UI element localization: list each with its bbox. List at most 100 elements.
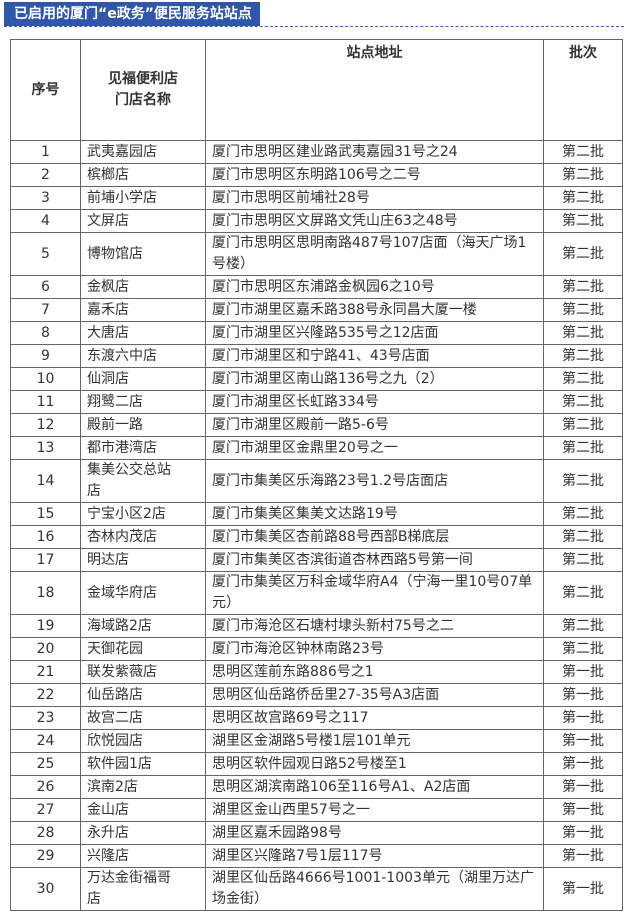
store-name: 博物馆店 <box>80 232 206 276</box>
row-number: 23 <box>10 706 81 730</box>
address: 厦门市湖里区长虹路334号 <box>205 390 544 414</box>
table-row: 28 永升店 湖里区嘉禾园路98号 第一批 <box>10 821 623 845</box>
table-row: 15 宁宝小区2店 厦门市集美区集美文达路19号 第二批 <box>10 502 623 526</box>
batch: 第二批 <box>543 502 623 526</box>
address: 思明区仙岳路侨岳里27-35号A3店面 <box>205 683 544 707</box>
address: 厦门市集美区集美文达路19号 <box>205 502 544 526</box>
address: 厦门市海沧区钟林南路23号 <box>205 637 544 661</box>
store-name: 海域路2店 <box>80 614 206 638</box>
address: 厦门市思明区前埔社28号 <box>205 186 544 210</box>
address: 厦门市集美区万科金域华府A4（宁海一里10号07单元） <box>205 571 544 615</box>
row-number: 2 <box>10 163 81 187</box>
table-row: 10 仙洞店 厦门市湖里区南山路136号之九（2） 第二批 <box>10 367 623 391</box>
address: 思明区湖滨南路106至116号A1、A2店面 <box>205 775 544 799</box>
address: 厦门市思明区文屏路文凭山庄63之48号 <box>205 209 544 233</box>
batch: 第二批 <box>543 436 623 460</box>
batch: 第二批 <box>543 548 623 572</box>
table-row: 25 软件园1店 思明区软件园观日路52号楼至1 第一批 <box>10 752 623 776</box>
address: 厦门市思明区东明路106号之二号 <box>205 163 544 187</box>
row-number: 24 <box>10 729 81 753</box>
row-number: 17 <box>10 548 81 572</box>
store-name: 联发紫薇店 <box>80 660 206 684</box>
batch: 第二批 <box>543 367 623 391</box>
store-name: 天御花园 <box>80 637 206 661</box>
store-name: 东渡六中店 <box>80 344 206 368</box>
table-row: 24 欣悦园店 湖里区金湖路5号楼1层101单元 第一批 <box>10 729 623 753</box>
batch: 第二批 <box>543 298 623 322</box>
row-number: 11 <box>10 390 81 414</box>
batch: 第二批 <box>543 637 623 661</box>
table-row: 27 金山店 湖里区金山西里57号之一 第一批 <box>10 798 623 822</box>
table-row: 9 东渡六中店 厦门市湖里区和宁路41、43号店面 第二批 <box>10 344 623 368</box>
batch: 第二批 <box>543 186 623 210</box>
row-number: 19 <box>10 614 81 638</box>
address: 厦门市湖里区兴隆路535号之12店面 <box>205 321 544 345</box>
store-name: 金域华府店 <box>80 571 206 615</box>
batch: 第二批 <box>543 459 623 503</box>
table-row: 21 联发紫薇店 思明区莲前东路886号之1 第一批 <box>10 660 623 684</box>
batch: 第一批 <box>543 867 623 911</box>
row-number: 28 <box>10 821 81 845</box>
batch: 第一批 <box>543 683 623 707</box>
address: 思明区莲前东路886号之1 <box>205 660 544 684</box>
store-name: 翔鹭二店 <box>80 390 206 414</box>
batch: 第一批 <box>543 660 623 684</box>
batch: 第一批 <box>543 844 623 868</box>
batch: 第二批 <box>543 321 623 345</box>
batch: 第二批 <box>543 344 623 368</box>
header-bar: 已启用的厦门“e政务”便民服务站站点 <box>4 2 624 27</box>
batch: 第二批 <box>543 140 623 164</box>
column-header: 序号 <box>10 39 81 141</box>
row-number: 14 <box>10 459 81 503</box>
column-header: 批次 <box>543 39 623 141</box>
batch: 第一批 <box>543 798 623 822</box>
batch: 第二批 <box>543 525 623 549</box>
row-number: 6 <box>10 275 81 299</box>
store-name: 永升店 <box>80 821 206 845</box>
store-name: 槟榔店 <box>80 163 206 187</box>
table-row: 1 武夷嘉园店 厦门市思明区建业路武夷嘉园31号之24 第二批 <box>10 140 623 164</box>
store-name: 集美公交总站店 <box>80 459 206 503</box>
batch: 第二批 <box>543 163 623 187</box>
row-number: 26 <box>10 775 81 799</box>
batch: 第一批 <box>543 821 623 845</box>
row-number: 18 <box>10 571 81 615</box>
address: 厦门市思明区建业路武夷嘉园31号之24 <box>205 140 544 164</box>
row-number: 20 <box>10 637 81 661</box>
store-name: 兴隆店 <box>80 844 206 868</box>
table-row: 3 前埔小学店 厦门市思明区前埔社28号 第二批 <box>10 186 623 210</box>
batch: 第一批 <box>543 752 623 776</box>
row-number: 25 <box>10 752 81 776</box>
table-row: 12 殿前一路 厦门市湖里区殿前一路5-6号 第二批 <box>10 413 623 437</box>
row-number: 5 <box>10 232 81 276</box>
store-name: 仙洞店 <box>80 367 206 391</box>
store-name: 欣悦园店 <box>80 729 206 753</box>
batch: 第一批 <box>543 775 623 799</box>
address: 厦门市湖里区嘉禾路388号永同昌大厦一楼 <box>205 298 544 322</box>
store-name: 杏林内茂店 <box>80 525 206 549</box>
row-number: 7 <box>10 298 81 322</box>
row-number: 10 <box>10 367 81 391</box>
table-row: 5 博物馆店 厦门市思明区思明南路487号107店面（海天广场1号楼） 第二批 <box>10 232 623 276</box>
store-name: 前埔小学店 <box>80 186 206 210</box>
row-number: 16 <box>10 525 81 549</box>
address: 湖里区仙岳路4666号1001-1003单元（湖里万达广场金街） <box>205 867 544 911</box>
column-header: 见福便利店门店名称 <box>80 39 206 141</box>
row-number: 15 <box>10 502 81 526</box>
row-number: 21 <box>10 660 81 684</box>
batch: 第二批 <box>543 209 623 233</box>
table-row: 18 金域华府店 厦门市集美区万科金域华府A4（宁海一里10号07单元） 第二批 <box>10 571 623 615</box>
row-number: 27 <box>10 798 81 822</box>
address: 厦门市湖里区殿前一路5-6号 <box>205 413 544 437</box>
row-number: 1 <box>10 140 81 164</box>
address: 湖里区嘉禾园路98号 <box>205 821 544 845</box>
table-row: 23 故宫二店 思明区故宫路69号之117 第一批 <box>10 706 623 730</box>
address: 湖里区金湖路5号楼1层101单元 <box>205 729 544 753</box>
table-row: 26 滨南2店 思明区湖滨南路106至116号A1、A2店面 第一批 <box>10 775 623 799</box>
header-title: 已启用的厦门“e政务”便民服务站站点 <box>4 2 260 26</box>
store-name: 故宫二店 <box>80 706 206 730</box>
table-row: 2 槟榔店 厦门市思明区东明路106号之二号 第二批 <box>10 163 623 187</box>
table-row: 20 天御花园 厦门市海沧区钟林南路23号 第二批 <box>10 637 623 661</box>
table-row: 14 集美公交总站店 厦门市集美区乐海路23号1.2号店面店 第二批 <box>10 459 623 503</box>
